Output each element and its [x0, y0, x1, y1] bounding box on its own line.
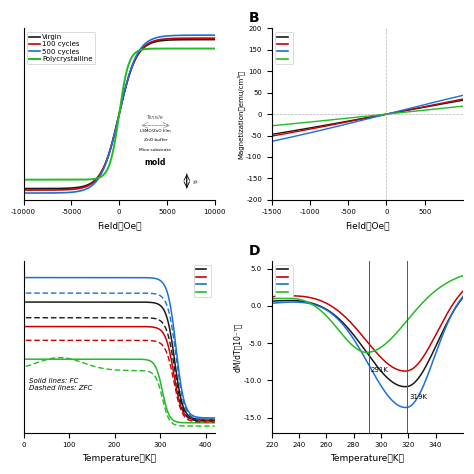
- Line: Virgin: Virgin: [24, 40, 215, 189]
- Polycrystalline: [105, 166, 110, 172]
- Legend: , , , : , , ,: [275, 32, 292, 64]
- 500 cycles: [98, 172, 104, 177]
- Polycrystalline: [173, 46, 179, 51]
- Polycrystalline: [21, 177, 27, 182]
- Virgin: [40, 186, 46, 191]
- 100 cycles: [212, 35, 218, 41]
- 100 cycles: [105, 155, 110, 160]
- Virgin: [170, 37, 175, 43]
- Polycrystalline: [152, 46, 158, 52]
- Legend: , , , : , , ,: [275, 265, 292, 297]
- Polycrystalline: [212, 46, 218, 51]
- Text: 291K: 291K: [371, 366, 389, 373]
- Text: B: B: [249, 11, 259, 25]
- 500 cycles: [105, 155, 110, 161]
- Text: D: D: [249, 244, 260, 258]
- 500 cycles: [21, 190, 27, 196]
- X-axis label: Field（Oe）: Field（Oe）: [345, 221, 390, 230]
- Polycrystalline: [98, 174, 104, 180]
- X-axis label: Temperature（K）: Temperature（K）: [330, 454, 404, 463]
- Text: Solid lines: FC
Dashed lines: ZFC: Solid lines: FC Dashed lines: ZFC: [29, 378, 93, 391]
- Virgin: [173, 37, 179, 43]
- Y-axis label: Magnetization（emu/cm³）: Magnetization（emu/cm³）: [237, 70, 245, 159]
- 100 cycles: [170, 36, 175, 41]
- X-axis label: Field（Oe）: Field（Oe）: [97, 221, 141, 230]
- Virgin: [152, 39, 158, 45]
- Polycrystalline: [170, 46, 175, 51]
- Text: 319K: 319K: [409, 394, 427, 400]
- X-axis label: Temperature（K）: Temperature（K）: [82, 454, 156, 463]
- 100 cycles: [21, 187, 27, 193]
- 100 cycles: [152, 38, 158, 44]
- Virgin: [21, 186, 27, 191]
- 500 cycles: [173, 33, 179, 38]
- Polycrystalline: [40, 177, 46, 182]
- 500 cycles: [40, 190, 46, 196]
- Line: Polycrystalline: Polycrystalline: [24, 48, 215, 180]
- 500 cycles: [212, 32, 218, 38]
- 100 cycles: [173, 36, 179, 41]
- 100 cycles: [40, 187, 46, 193]
- Y-axis label: dM/dT（10⁻⁷）: dM/dT（10⁻⁷）: [233, 322, 242, 372]
- 500 cycles: [170, 33, 175, 38]
- Legend: Virgin, 100 cycles, 500 cycles, Polycrystalline: Virgin, 100 cycles, 500 cycles, Polycrys…: [27, 32, 95, 64]
- Legend: , , , : , , ,: [194, 265, 211, 297]
- Line: 500 cycles: 500 cycles: [24, 35, 215, 193]
- Virgin: [98, 170, 104, 175]
- 500 cycles: [152, 36, 158, 41]
- 100 cycles: [98, 170, 104, 176]
- Virgin: [105, 155, 110, 160]
- Virgin: [212, 37, 218, 43]
- Line: 100 cycles: 100 cycles: [24, 38, 215, 190]
